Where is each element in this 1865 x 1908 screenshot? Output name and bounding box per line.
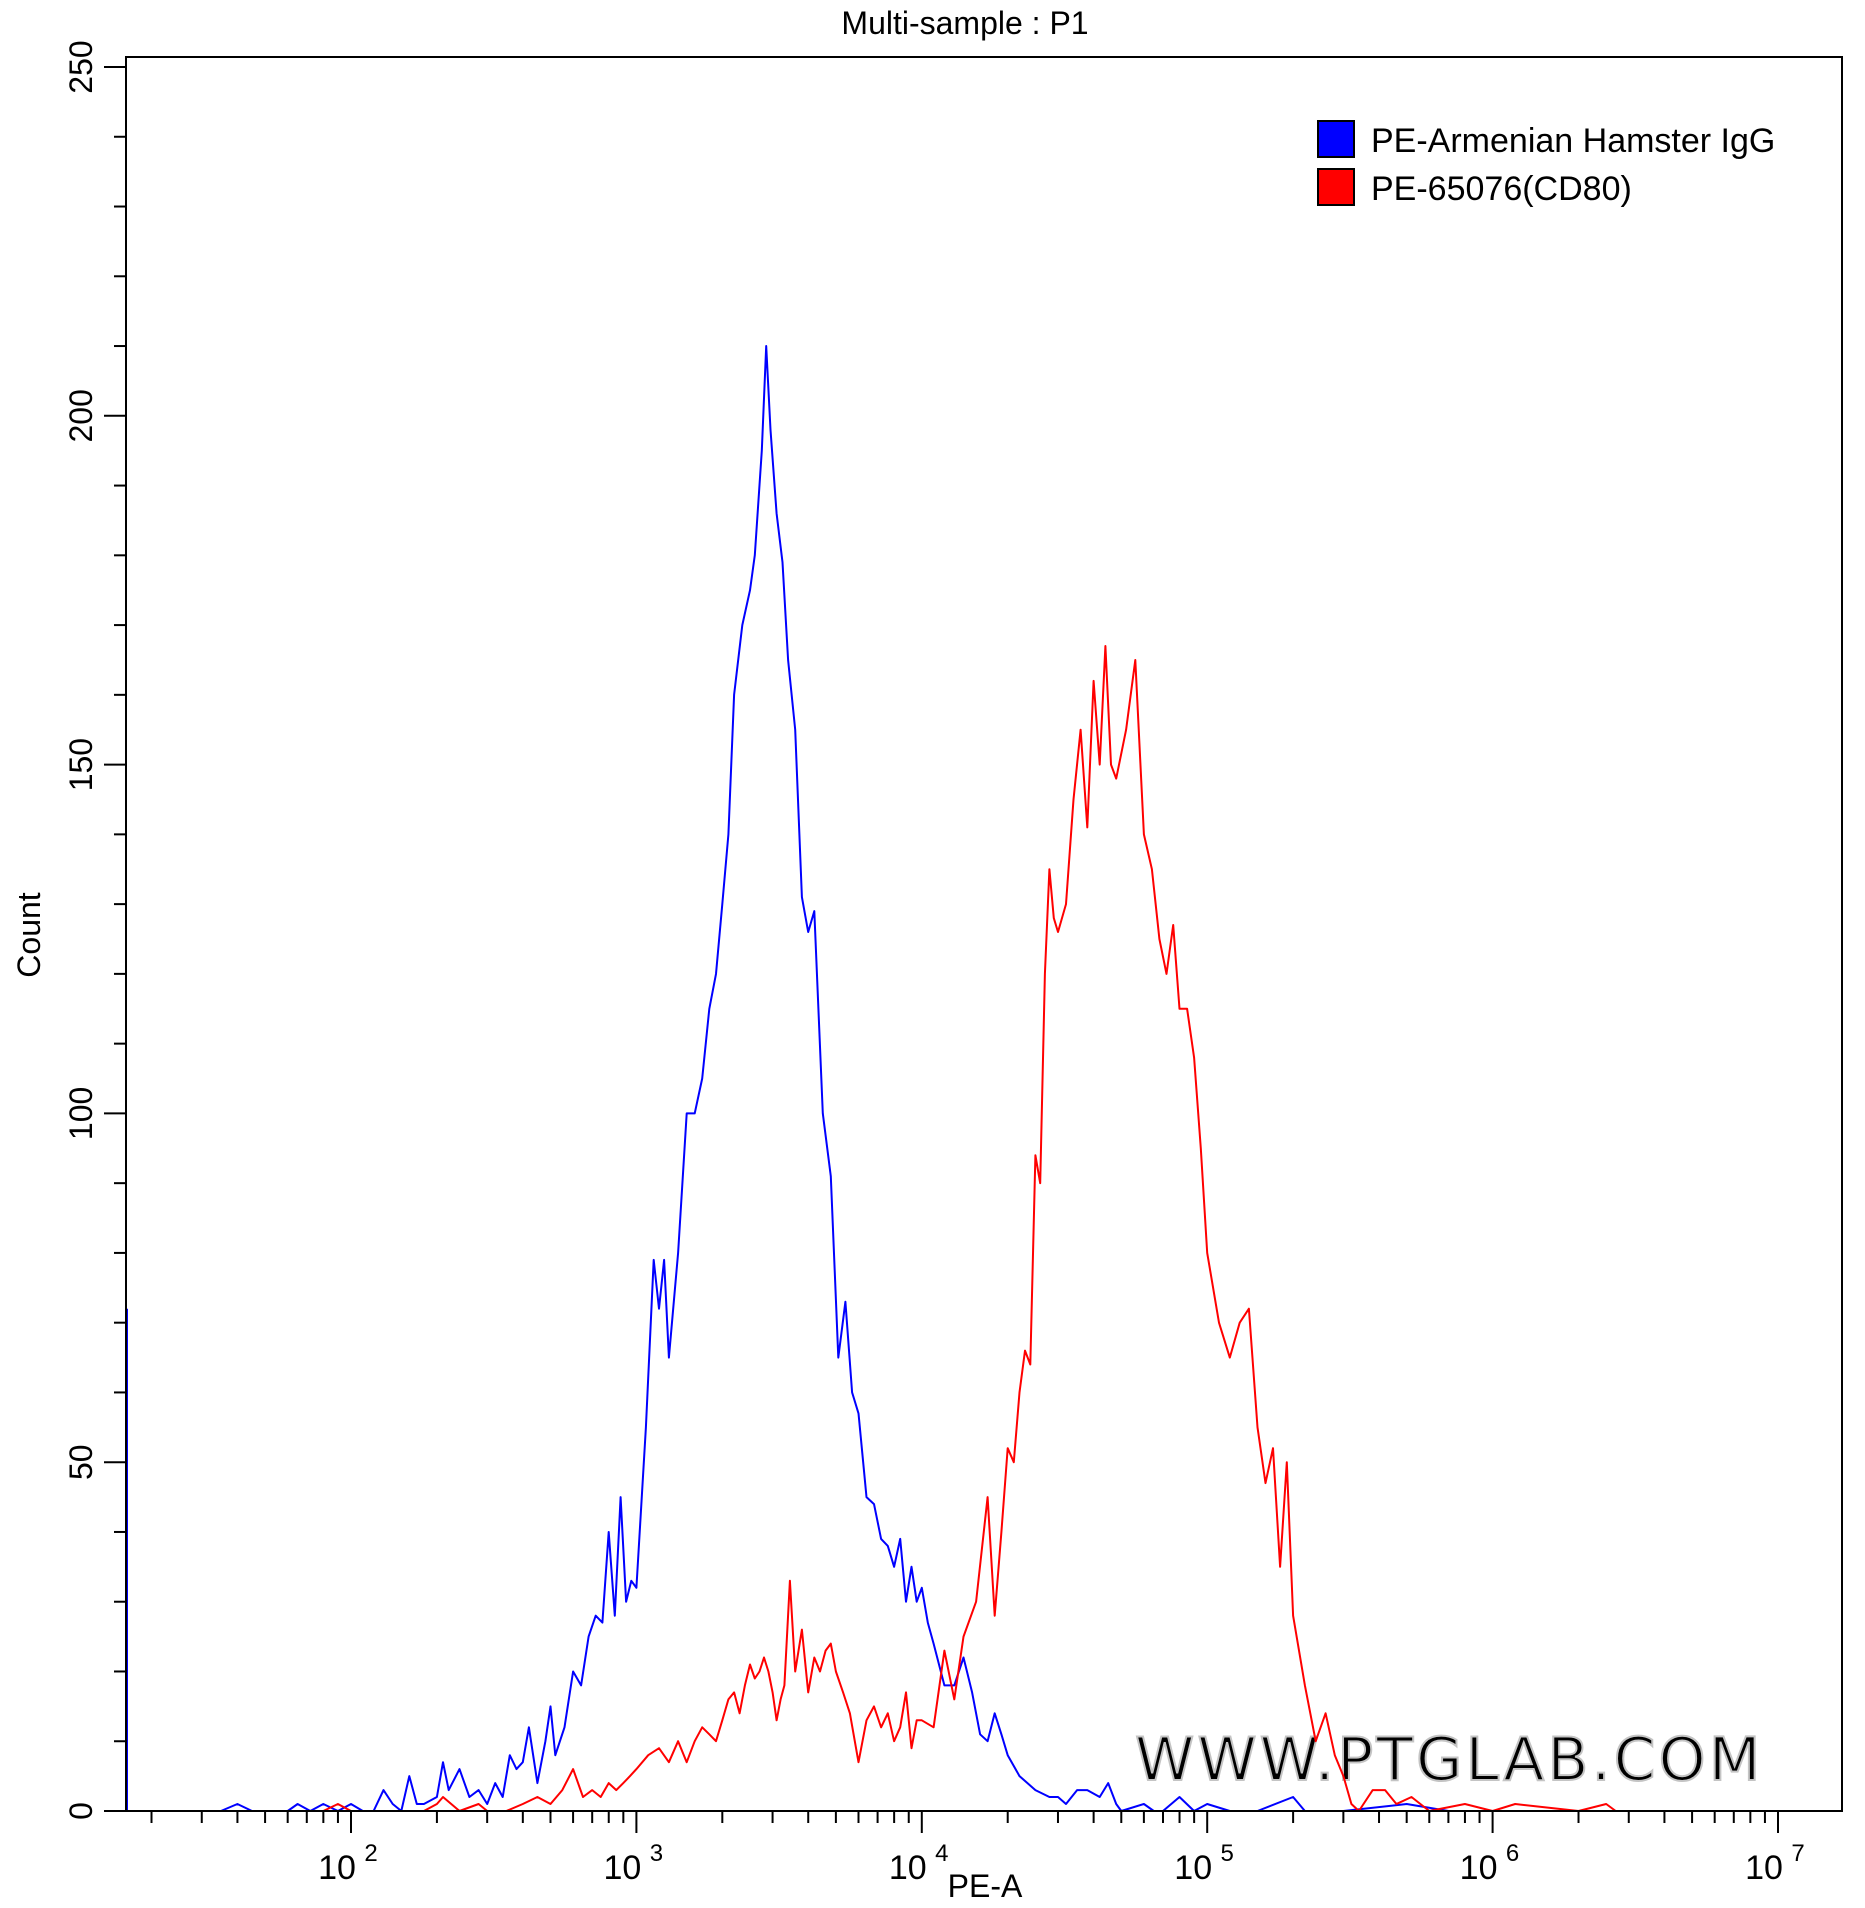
x-tick-label: 10: [889, 1849, 927, 1887]
x-tick-exponent: 4: [935, 1840, 948, 1867]
x-tick-label: 10: [603, 1849, 641, 1887]
x-tick-exponent: 7: [1791, 1840, 1804, 1867]
y-tick-label: 50: [63, 1444, 99, 1480]
chart-title: Multi-sample : P1: [841, 5, 1088, 41]
y-axis-ticks: 0 50 100 150 200 250: [63, 40, 126, 1820]
x-axis-ticks: 10 2 10 3 10 4 10 5 10 6 10 7: [150, 1811, 1805, 1887]
x-tick-label: 10: [318, 1849, 356, 1887]
y-tick-label: 250: [63, 40, 99, 93]
x-axis-label: PE-A: [948, 1868, 1023, 1903]
watermark-text: WWW.PTGLAB.COM: [1135, 1725, 1763, 1795]
series-line-2: [127, 645, 1617, 1812]
y-tick-label: 200: [63, 389, 99, 442]
series-layer: [126, 345, 1652, 1812]
series-line-1: [126, 345, 1652, 1812]
x-tick-label: 10: [1174, 1849, 1212, 1887]
legend-swatch: [1317, 120, 1355, 158]
y-tick-label: 0: [63, 1802, 99, 1820]
legend-swatch: [1317, 168, 1355, 206]
y-tick-label: 150: [63, 738, 99, 791]
legend-label: PE-65076(CD80): [1371, 170, 1632, 208]
legend-label: PE-Armenian Hamster IgG: [1371, 122, 1775, 160]
x-tick-exponent: 3: [650, 1840, 663, 1867]
x-tick-label: 10: [1745, 1849, 1783, 1887]
y-tick-label: 100: [63, 1087, 99, 1140]
x-tick-exponent: 6: [1506, 1840, 1519, 1867]
plot-frame: [125, 56, 1843, 1812]
legend: PE-Armenian Hamster IgG PE-65076(CD80): [1317, 120, 1775, 208]
x-tick-label: 10: [1460, 1849, 1498, 1887]
x-tick-exponent: 5: [1221, 1840, 1234, 1867]
y-axis-label: Count: [11, 892, 47, 978]
x-tick-exponent: 2: [364, 1840, 377, 1867]
